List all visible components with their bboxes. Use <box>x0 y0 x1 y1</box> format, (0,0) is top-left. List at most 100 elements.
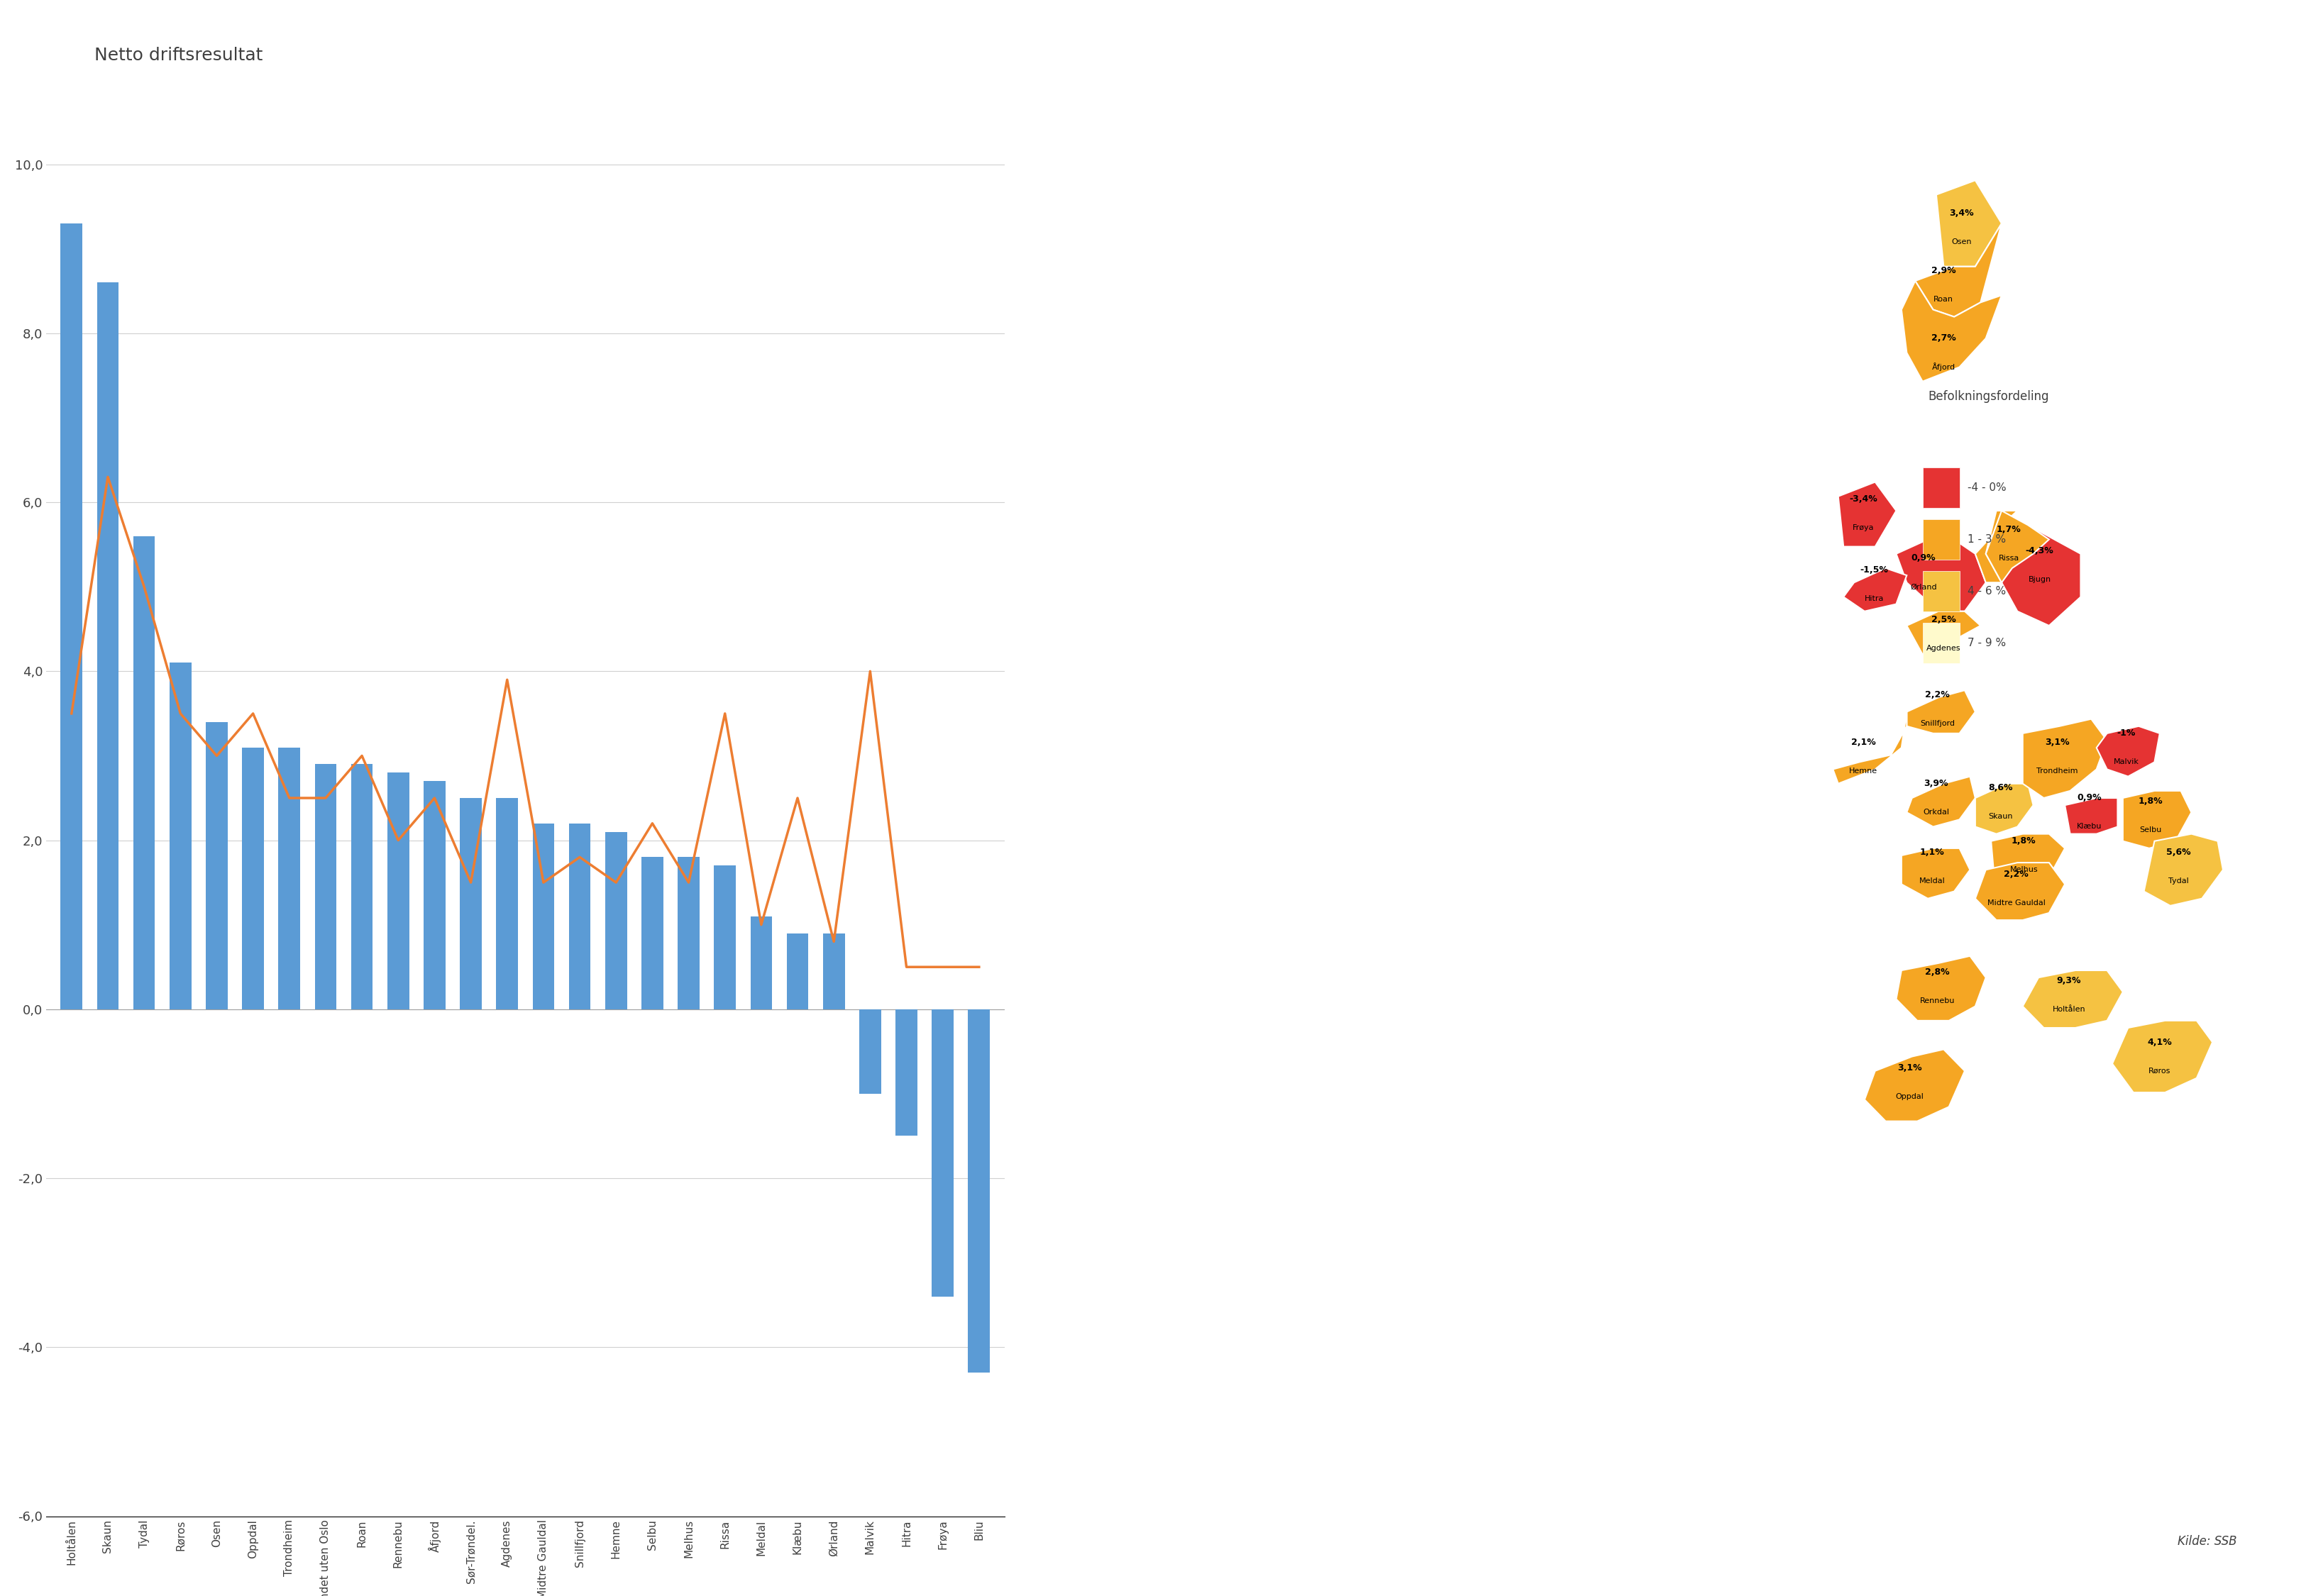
Text: 1,8%: 1,8% <box>2011 836 2036 846</box>
Text: 2,2%: 2,2% <box>1926 689 1949 699</box>
Polygon shape <box>1896 956 1985 1021</box>
Text: 1,8%: 1,8% <box>2138 796 2163 806</box>
Bar <box>97 282 118 1009</box>
Bar <box>823 934 844 1009</box>
Bar <box>171 662 191 1009</box>
FancyBboxPatch shape <box>1923 468 1960 508</box>
Text: 4,1%: 4,1% <box>2147 1037 2172 1047</box>
Text: -3,4%: -3,4% <box>1849 495 1877 504</box>
Text: Røros: Røros <box>2149 1068 2170 1074</box>
Text: Skaun: Skaun <box>1988 812 2013 820</box>
Bar <box>60 223 83 1009</box>
Text: Befolkningsfordeling: Befolkningsfordeling <box>1928 389 2048 402</box>
Bar <box>387 772 408 1009</box>
Polygon shape <box>1838 482 1896 546</box>
Bar <box>242 747 263 1009</box>
Polygon shape <box>1833 712 1907 784</box>
Text: Osen: Osen <box>1951 238 1972 246</box>
Bar <box>570 824 590 1009</box>
Text: Rennebu: Rennebu <box>1921 998 1955 1004</box>
Text: Orkdal: Orkdal <box>1923 809 1949 816</box>
Polygon shape <box>1990 511 2080 626</box>
Polygon shape <box>1990 833 2064 884</box>
Bar <box>969 1009 989 1373</box>
Text: Snillfjord: Snillfjord <box>1921 720 1955 726</box>
Polygon shape <box>1976 784 2034 833</box>
Text: Midtre Gauldal: Midtre Gauldal <box>1988 899 2045 907</box>
Bar <box>533 824 553 1009</box>
Polygon shape <box>1866 1050 1965 1120</box>
Bar <box>641 857 664 1009</box>
Text: Klæbu: Klæbu <box>2078 824 2101 830</box>
Text: Netto driftsresultat: Netto driftsresultat <box>95 46 263 64</box>
Text: Malvik: Malvik <box>2112 758 2138 766</box>
Polygon shape <box>1976 511 2018 583</box>
Text: 3,1%: 3,1% <box>1898 1063 1923 1073</box>
Polygon shape <box>1896 539 1985 611</box>
Text: 0,9%: 0,9% <box>1912 554 1935 563</box>
Polygon shape <box>1902 281 2002 381</box>
Bar <box>279 747 300 1009</box>
Text: 2,2%: 2,2% <box>2004 870 2029 879</box>
Polygon shape <box>1976 862 2064 919</box>
Text: 1 - 3 %: 1 - 3 % <box>1967 535 2006 544</box>
Text: 3,1%: 3,1% <box>2045 737 2071 747</box>
Bar <box>786 934 809 1009</box>
Text: 1,1%: 1,1% <box>1919 847 1944 857</box>
Polygon shape <box>2096 726 2161 776</box>
Polygon shape <box>2145 833 2223 905</box>
Text: Åfjord: Åfjord <box>1932 362 1955 372</box>
Text: Selbu: Selbu <box>2140 827 2161 833</box>
Text: Frøya: Frøya <box>1852 525 1875 531</box>
Bar <box>895 1009 918 1136</box>
Bar <box>932 1009 955 1296</box>
FancyBboxPatch shape <box>1923 519 1960 560</box>
Text: 5,6%: 5,6% <box>2165 847 2191 857</box>
Text: 2,7%: 2,7% <box>1932 334 1955 343</box>
FancyBboxPatch shape <box>1923 571 1960 611</box>
Text: 2,5%: 2,5% <box>1932 616 1955 624</box>
Bar <box>604 832 627 1009</box>
Text: Hitra: Hitra <box>1863 595 1884 602</box>
Bar <box>715 865 736 1009</box>
Polygon shape <box>1916 223 2002 316</box>
Text: Melhus: Melhus <box>2011 867 2039 873</box>
Bar <box>314 764 337 1009</box>
Text: Hemne: Hemne <box>1849 768 1877 774</box>
Text: Roan: Roan <box>1935 295 1953 303</box>
Polygon shape <box>1937 180 2002 267</box>
Text: 7 - 9 %: 7 - 9 % <box>1967 637 2006 648</box>
Bar <box>749 916 773 1009</box>
Text: Holtålen: Holtålen <box>2052 1005 2085 1013</box>
Text: Tydal: Tydal <box>2168 878 2188 884</box>
Text: 0,9%: 0,9% <box>2078 793 2101 803</box>
Bar <box>459 798 482 1009</box>
Bar <box>424 780 445 1009</box>
Polygon shape <box>1902 849 1969 899</box>
Text: Bjugn: Bjugn <box>2029 576 2050 583</box>
Polygon shape <box>2064 798 2117 833</box>
Bar <box>205 721 228 1009</box>
Polygon shape <box>2022 970 2124 1028</box>
Text: 3,4%: 3,4% <box>1949 209 1974 219</box>
Text: 4 - 6 %: 4 - 6 % <box>1967 586 2006 597</box>
Bar <box>860 1009 881 1093</box>
Polygon shape <box>1842 568 1907 611</box>
Polygon shape <box>1907 689 1976 734</box>
Text: 2,9%: 2,9% <box>1932 267 1955 276</box>
Text: -1%: -1% <box>2117 729 2135 737</box>
Polygon shape <box>1907 611 1981 654</box>
Polygon shape <box>2022 718 2108 798</box>
Text: 2,1%: 2,1% <box>1852 737 1875 747</box>
Bar <box>134 536 155 1009</box>
Text: 2,8%: 2,8% <box>1926 967 1949 977</box>
Text: Meldal: Meldal <box>1919 878 1944 884</box>
Text: 9,3%: 9,3% <box>2057 975 2082 985</box>
Bar <box>351 764 374 1009</box>
Text: Oppdal: Oppdal <box>1896 1093 1923 1100</box>
Polygon shape <box>2112 1021 2211 1092</box>
FancyBboxPatch shape <box>1923 622 1960 662</box>
Polygon shape <box>2124 790 2191 849</box>
Text: -4 - 0%: -4 - 0% <box>1967 482 2006 493</box>
Bar <box>678 857 699 1009</box>
